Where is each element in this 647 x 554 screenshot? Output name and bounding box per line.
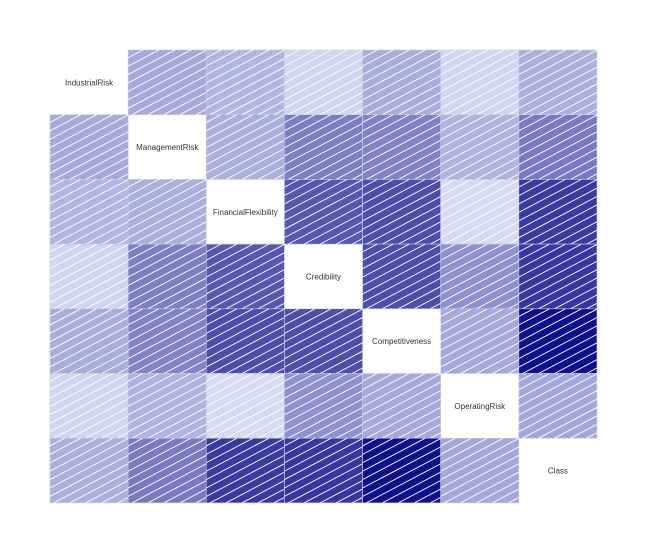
correlation-cell xyxy=(205,373,285,439)
correlation-cell xyxy=(362,49,441,115)
correlation-cell xyxy=(362,373,441,439)
correlation-cell xyxy=(127,437,207,504)
correlation-grid: IndustrialRisk ManagementRisk FinancialFle… xyxy=(49,49,598,504)
correlation-cell xyxy=(205,308,285,374)
correlation-cell xyxy=(49,243,129,310)
correlation-cell xyxy=(440,114,520,180)
variable-label: Competitiveness xyxy=(372,337,431,346)
correlation-cell xyxy=(284,114,363,180)
correlation-cell xyxy=(362,243,441,310)
correlation-cell xyxy=(518,49,598,115)
correlation-cell xyxy=(518,243,598,310)
correlation-cell xyxy=(127,49,207,115)
correlation-cell xyxy=(440,179,520,245)
variable-label: OperatingRisk xyxy=(454,402,506,411)
correlation-cell xyxy=(127,243,207,310)
correlation-cell xyxy=(440,243,520,310)
variable-label: FinancialFlexibility xyxy=(213,208,278,217)
variable-label: ManagementRisk xyxy=(136,143,199,152)
correlation-cell xyxy=(49,308,129,374)
variable-label: Credibility xyxy=(306,272,341,281)
correlation-cell xyxy=(49,437,129,504)
correlation-cell xyxy=(49,179,129,245)
correlation-cell xyxy=(284,179,363,245)
correlation-cell xyxy=(440,49,520,115)
correlation-cell xyxy=(49,373,129,439)
correlation-cell xyxy=(284,373,363,439)
variable-label: Class xyxy=(548,467,568,476)
correlation-cell xyxy=(440,437,520,504)
correlation-cell xyxy=(518,179,598,245)
correlation-cell xyxy=(518,373,598,439)
correlation-cell xyxy=(284,308,363,374)
correlation-cell xyxy=(205,437,285,504)
correlation-cell xyxy=(127,179,207,245)
variable-label: IndustrialRisk xyxy=(65,78,114,87)
correlation-cell xyxy=(518,114,598,180)
correlation-cell xyxy=(127,308,207,374)
correlation-cell xyxy=(205,49,285,115)
correlation-cell xyxy=(127,373,207,439)
correlation-cell xyxy=(284,437,363,504)
correlation-cell xyxy=(440,308,520,374)
correlation-cell xyxy=(205,114,285,180)
correlation-cell xyxy=(362,437,441,504)
correlation-cell xyxy=(518,308,598,374)
correlation-cell xyxy=(205,243,285,310)
